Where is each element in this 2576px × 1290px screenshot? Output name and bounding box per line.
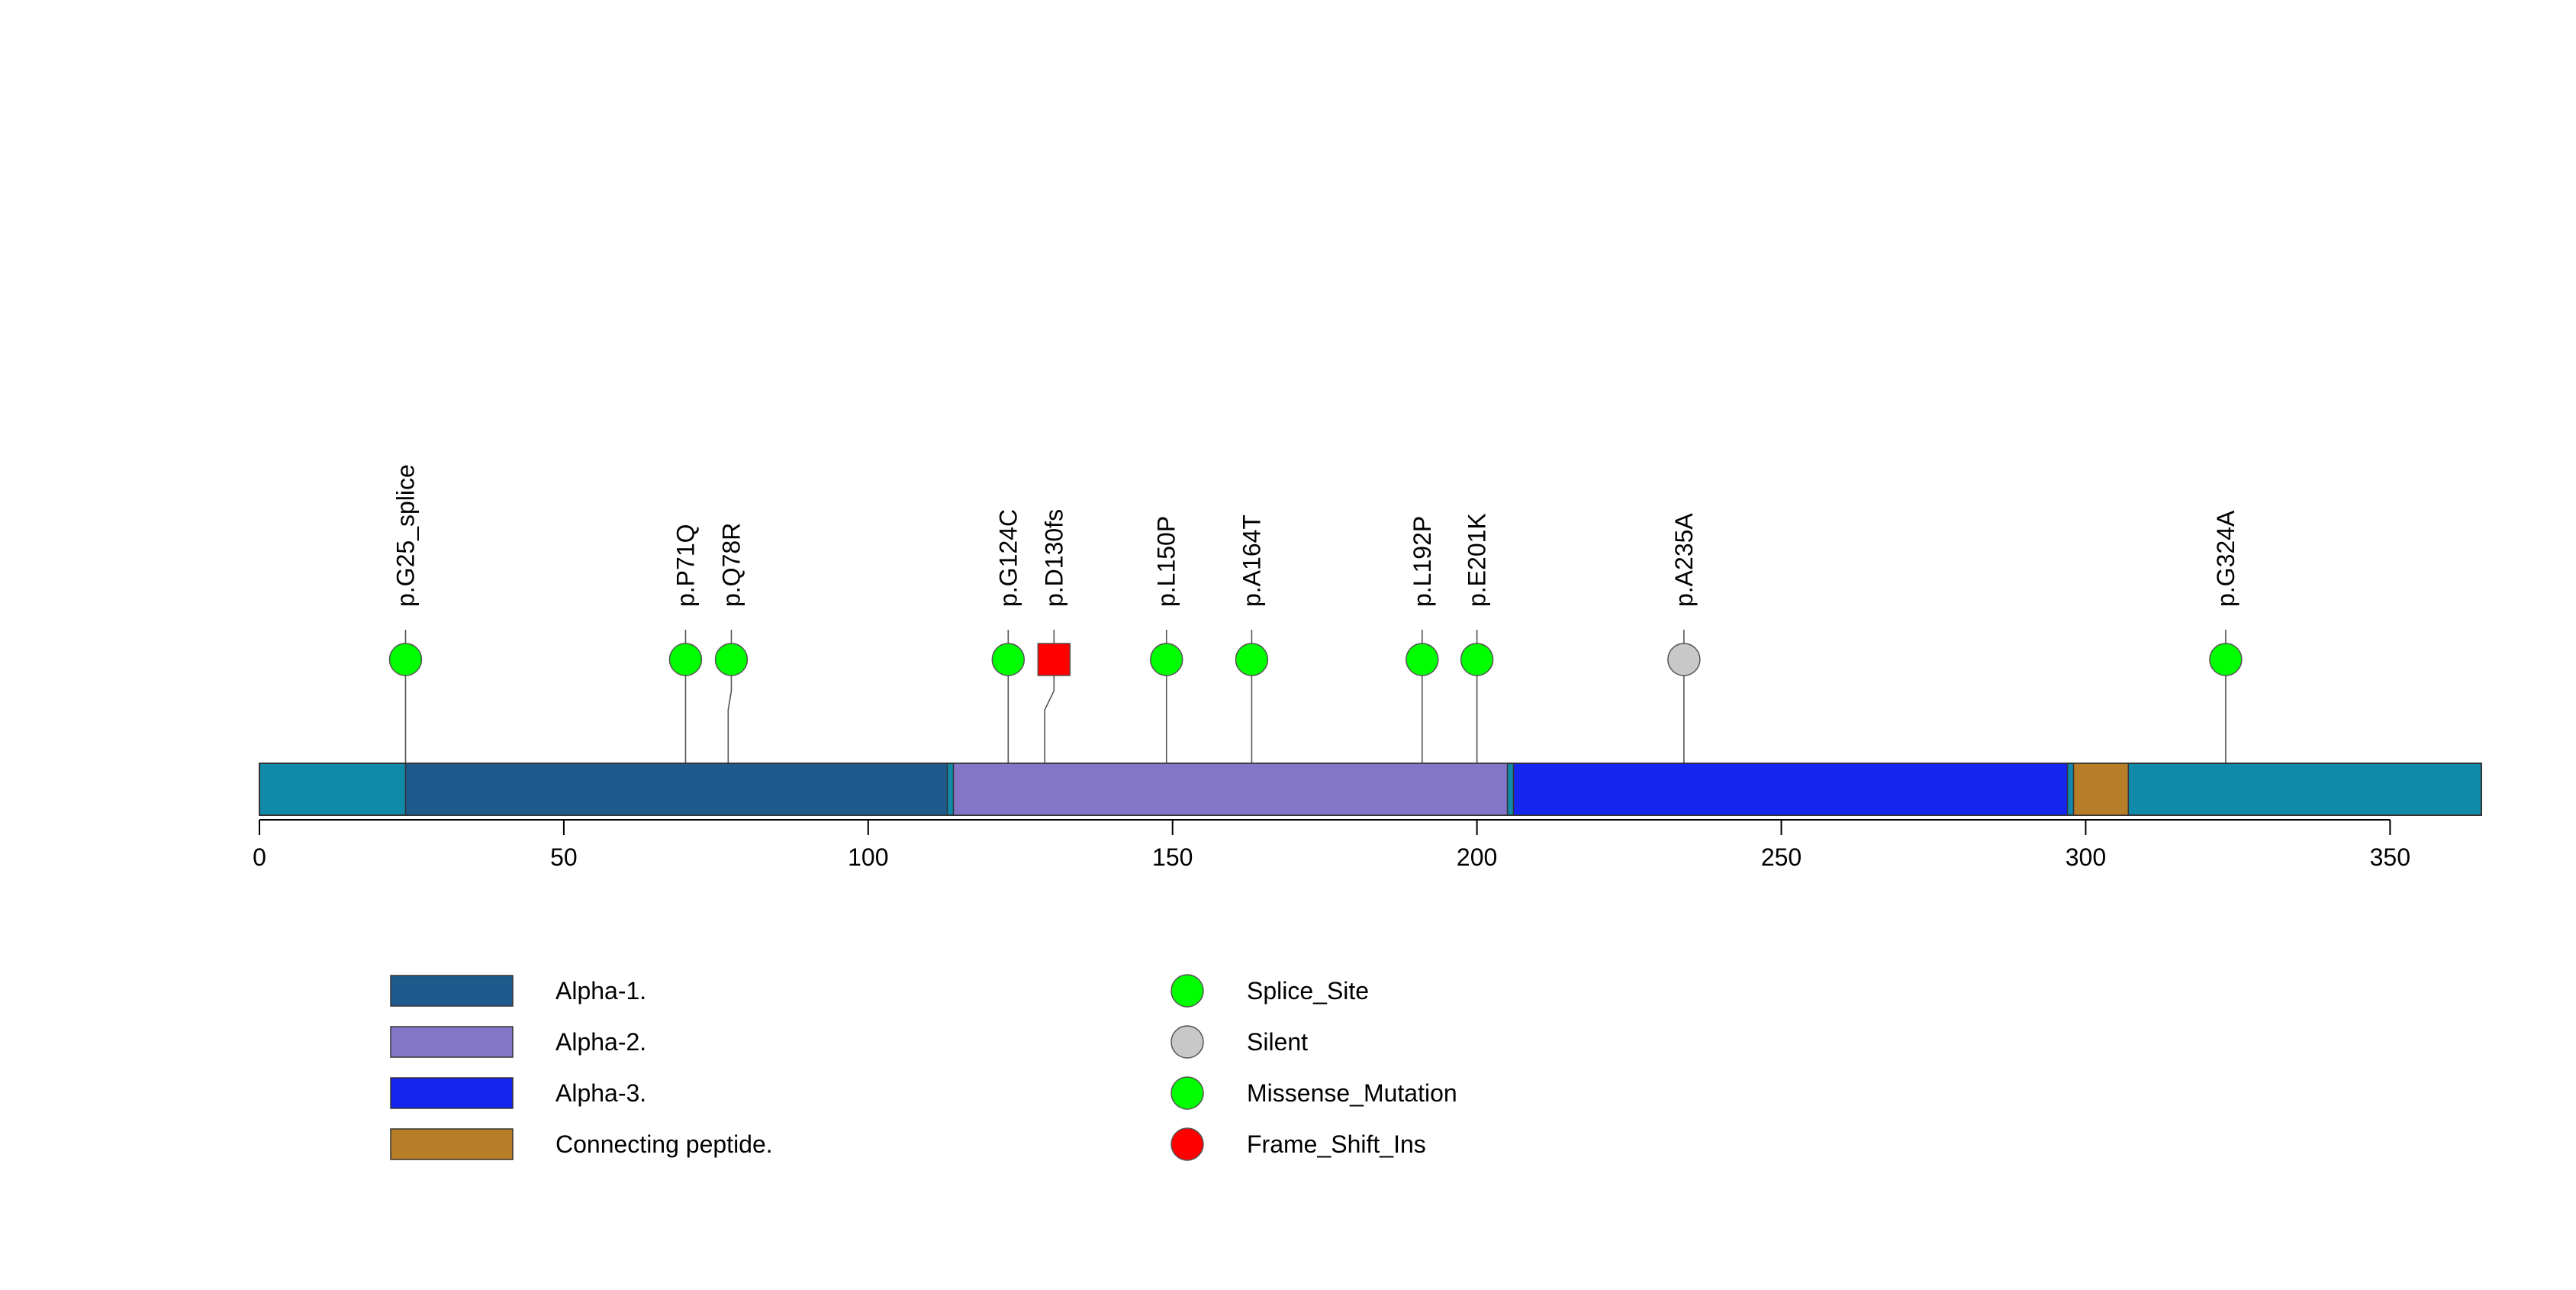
mutation-label-1: p.P71Q [671,524,699,607]
x-tick-label-1: 50 [550,843,578,871]
domain-legend-swatch-3 [390,1128,514,1160]
domain-legend-label-0: Alpha-1. [555,977,646,1005]
mutation-label-6: p.A164T [1238,514,1265,607]
mutation-labels: p.G25_splice p.P71Q p.Q78R p.G124C p.D130fs p… [391,464,2239,607]
marker-6 [1235,643,1269,676]
mutation-label-5: p.L150P [1153,516,1180,607]
mutation-label-8: p.E201K [1463,513,1491,607]
x-tick-label-4: 200 [1457,843,1497,871]
domain-legend-swatch-2 [390,1077,514,1109]
type-legend-label-3: Frame_Shift_Ins [1247,1130,1426,1158]
x-tick-label-6: 300 [2066,843,2106,871]
type-legend-label-1: Silent [1247,1028,1308,1056]
mutation-label-0: p.G25_splice [391,464,419,607]
type-legend-label-2: Missense_Mutation [1247,1079,1457,1107]
x-axis: 0 50 100 150 200 250 300 350 [253,819,2410,871]
type-legend-marker-2 [1170,1076,1204,1110]
protein-backbone-group [259,763,2482,816]
marker-5 [1149,643,1183,676]
domain-legend-label-2: Alpha-3. [555,1079,646,1107]
marker-2 [714,643,749,676]
mutation-markers [388,643,2243,676]
x-tick-label-7: 350 [2370,843,2410,871]
marker-8 [1460,643,1494,676]
mutation-label-3: p.G124C [994,509,1022,607]
marker-9 [1667,643,1701,676]
mutation-label-4: p.D130fs [1040,509,1067,607]
domain-legend-label-1: Alpha-2. [555,1028,646,1056]
domain-legend: Alpha-1. Alpha-2. Alpha-3. Connecting pepti… [390,975,773,1160]
marker-1 [668,643,703,676]
x-tick-label-0: 0 [253,843,266,871]
mutation-label-10: p.G324A [2212,510,2240,607]
type-legend-marker-3 [1170,1127,1204,1161]
x-tick-label-3: 150 [1152,843,1193,871]
marker-0 [388,643,423,676]
domain-bar-1 [952,763,1509,816]
mutation-label-7: p.L192P [1409,516,1436,607]
type-legend-marker-1 [1170,1025,1204,1059]
domain-bar-2 [1512,763,2069,816]
mutation-type-legend: Splice_Site Silent Missense_Mutation Frame_… [1170,974,1457,1161]
marker-7 [1406,643,1439,676]
x-tick-label-5: 250 [1761,843,1802,871]
type-legend-label-0: Splice_Site [1247,977,1369,1005]
domain-legend-swatch-1 [390,1026,514,1058]
domain-bar-3 [2072,763,2130,816]
type-legend-marker-0 [1170,974,1204,1008]
mutation-label-9: p.A235A [1670,513,1698,607]
x-tick-label-2: 100 [848,843,888,871]
marker-3 [991,643,1026,676]
mutation-label-2: p.Q78R [717,523,745,607]
marker-10 [2209,643,2243,676]
marker-4 [1037,643,1071,676]
domain-legend-swatch-0 [390,975,514,1007]
domain-legend-label-3: Connecting peptide. [555,1130,773,1158]
domain-bar-0 [404,763,948,816]
